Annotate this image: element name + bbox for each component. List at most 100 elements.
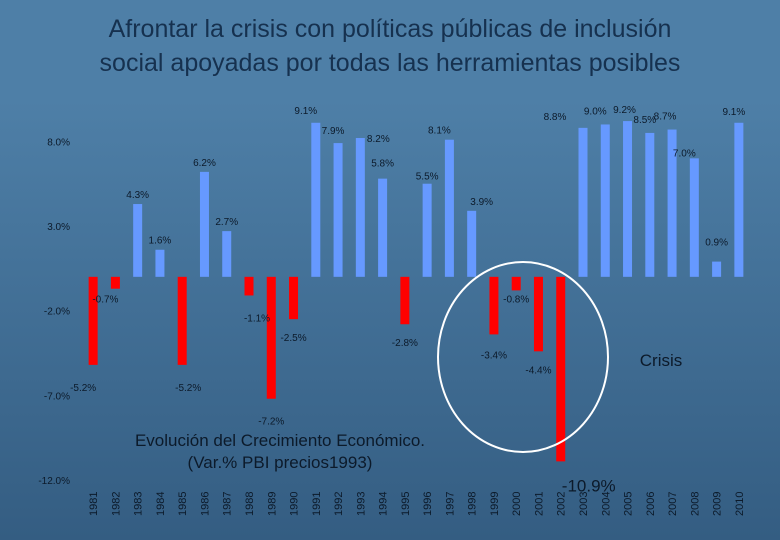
data-label: 7.0% [673, 148, 696, 159]
y-tick-label: -2.0% [44, 307, 70, 318]
x-tick-label: 2003 [578, 492, 590, 516]
x-tick-label: 1988 [244, 492, 256, 516]
y-tick-label: -12.0% [38, 476, 70, 487]
crisis-circle [437, 261, 609, 453]
slide-title: Afrontar la crisis con políticas pública… [0, 12, 780, 80]
bar-2008 [689, 158, 699, 277]
bar-1992 [333, 143, 343, 277]
x-tick-label: 2002 [556, 492, 568, 516]
bar-1991 [311, 122, 321, 277]
data-label: 8.5% [633, 115, 656, 126]
data-label: -4.4% [525, 365, 551, 376]
bar-2001 [533, 276, 543, 352]
bar-1999 [489, 276, 499, 335]
data-label: 9.1% [722, 107, 745, 118]
data-label: 9.2% [613, 105, 636, 116]
bar-1986 [199, 171, 209, 277]
bar-2007 [667, 129, 677, 277]
x-tick-label: 2004 [600, 492, 612, 516]
x-tick-label: 1996 [422, 492, 434, 516]
data-label: 0.9% [705, 238, 728, 249]
data-label: 1.6% [149, 236, 172, 247]
bar-1995 [400, 276, 410, 325]
x-tick-label: 1992 [333, 492, 345, 516]
bar-2000 [511, 276, 521, 291]
bar-1982 [110, 276, 120, 289]
bar-1985 [177, 276, 187, 365]
slide-title-line-1: Afrontar la crisis con políticas pública… [108, 15, 672, 43]
x-tick-label: 1991 [311, 492, 323, 516]
x-tick-label: 1985 [177, 492, 189, 516]
x-tick-label: 1997 [444, 492, 456, 516]
data-label: 5.8% [371, 159, 394, 170]
x-tick-label: 1983 [133, 492, 145, 516]
x-tick-label: 1989 [266, 492, 278, 516]
data-label: -0.7% [92, 295, 118, 306]
bar-1987 [222, 231, 232, 277]
data-label: 8.7% [654, 112, 677, 123]
x-tick-label: 1987 [222, 492, 234, 516]
data-label: 8.1% [428, 126, 451, 137]
bar-1990 [289, 276, 299, 320]
data-label: 5.5% [416, 172, 439, 183]
data-label: 6.2% [193, 158, 216, 169]
bar-2005 [623, 121, 633, 277]
x-tick-label: 1999 [489, 492, 501, 516]
x-tick-label: 1981 [88, 492, 100, 516]
x-tick-label: 1994 [378, 492, 390, 516]
bar-2003 [578, 127, 588, 277]
bar-1993 [355, 138, 365, 277]
bar-1989 [266, 276, 276, 399]
x-tick-label: 1990 [289, 492, 301, 516]
bar-2004 [600, 124, 610, 277]
data-label: -5.2% [70, 383, 96, 394]
x-tick-label: 1984 [155, 492, 167, 516]
bar-2009 [712, 261, 722, 277]
x-tick-label: 2010 [734, 492, 746, 516]
x-tick-label: 2007 [667, 492, 679, 516]
x-tick-label: 2008 [689, 492, 701, 516]
bar-1996 [422, 183, 432, 277]
data-label: -3.4% [481, 350, 507, 361]
bar-1981 [88, 276, 98, 365]
slide-title-line-2: social apoyadas por todas las herramient… [99, 49, 681, 77]
data-label: -7.2% [258, 417, 284, 428]
y-tick-label: 8.0% [47, 137, 70, 148]
data-label: 4.3% [126, 190, 149, 201]
y-tick-label: 3.0% [47, 222, 70, 233]
data-label: 8.2% [367, 134, 390, 145]
x-tick-label: 2005 [623, 492, 635, 516]
data-label: -5.2% [175, 383, 201, 394]
x-tick-label: 1995 [400, 492, 412, 516]
bar-1988 [244, 276, 254, 296]
chart-subtitle: (Var.% PBI precios1993) [188, 453, 373, 472]
data-label: -0.8% [503, 294, 529, 305]
data-label: 9.0% [584, 106, 607, 117]
x-tick-label: 2006 [645, 492, 657, 516]
data-label-highlighted: -10.9% [562, 476, 616, 495]
bar-2006 [645, 132, 655, 277]
data-label: -2.8% [392, 338, 418, 349]
x-tick-label: 1986 [199, 492, 211, 516]
x-tick-label: 1993 [355, 492, 367, 516]
bar-1984 [155, 249, 165, 277]
bar-1983 [133, 204, 143, 277]
data-label: 9.1% [294, 106, 317, 117]
chart-title: Evolución del Crecimiento Económico. [135, 431, 425, 450]
data-label: -1.1% [244, 313, 270, 324]
data-label: 2.7% [215, 217, 238, 228]
y-tick-label: -7.0% [44, 391, 70, 402]
data-label: 7.9% [322, 126, 345, 137]
bar-1997 [444, 139, 454, 277]
bar-2002 [556, 276, 566, 462]
x-tick-label: 2000 [511, 492, 523, 516]
x-tick-label: 1982 [110, 492, 122, 516]
bar-1998 [467, 210, 477, 277]
x-tick-label: 1998 [467, 492, 479, 516]
x-tick-label: 2001 [533, 492, 545, 516]
bar-2010 [734, 122, 744, 277]
x-tick-label: 2009 [712, 492, 724, 516]
data-label: -2.5% [280, 333, 306, 344]
data-label: 3.9% [470, 197, 493, 208]
